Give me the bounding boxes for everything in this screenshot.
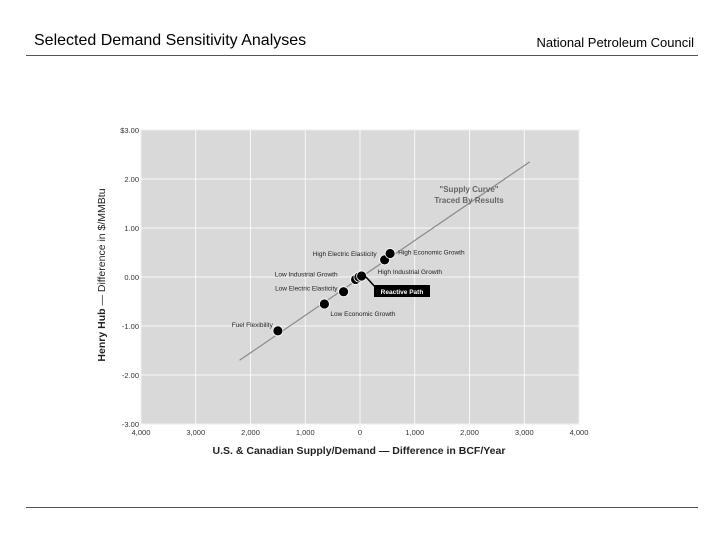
y-tick-label: -2.00	[122, 371, 139, 380]
tick-labels: 4,000 3,000 2,000 1,000 0 1,000 2,000 3,000 4,00…	[120, 126, 588, 437]
y-axis-label-bold: Henry Hub	[96, 308, 108, 361]
x-tick-label: 3,000	[515, 428, 534, 437]
x-tick-label: 2,000	[460, 428, 479, 437]
point-label: Fuel Flexibility	[232, 322, 274, 329]
x-axis-label: U.S. & Canadian Supply/Demand — Differen…	[213, 445, 506, 457]
y-tick-label: 1.00	[124, 224, 139, 233]
point-label: High Economic Growth	[398, 249, 465, 256]
supply-curve-annotation-line1: "Supply Curve"	[439, 185, 498, 194]
y-tick-label: 2.00	[124, 175, 139, 184]
supply-curve-annotation-line2: Traced By Results	[434, 196, 504, 205]
point-label: High Industrial Growth	[378, 269, 443, 276]
x-tick-label: 4,000	[132, 428, 151, 437]
data-points: Fuel Flexibility Low Economic Growth Low E…	[232, 248, 465, 337]
point-label: Low Economic Growth	[330, 311, 395, 318]
header-rule	[26, 55, 698, 56]
reactive-path-label: Reactive Path	[381, 289, 424, 296]
data-point	[356, 270, 368, 282]
footer-rule	[26, 507, 698, 508]
point-label: Low Industrial Growth	[275, 271, 338, 278]
y-axis-label-rest: — Difference in $/MMBtu	[96, 188, 108, 308]
x-tick-label: 1,000	[296, 428, 315, 437]
data-point	[272, 325, 284, 337]
point-label: Low Electric Elasticity	[275, 286, 338, 293]
x-tick-label: 1,000	[405, 428, 424, 437]
data-point	[338, 286, 349, 298]
x-tick-label: 2,000	[241, 428, 260, 437]
data-point	[319, 298, 330, 310]
data-point	[384, 248, 396, 259]
x-tick-label: 4,000	[570, 428, 589, 437]
y-tick-label: 0.00	[124, 273, 139, 282]
organization-name: National Petroleum Council	[536, 35, 694, 50]
y-tick-label: $3.00	[120, 126, 139, 135]
y-tick-label: -3.00	[122, 420, 139, 429]
point-label: High Electric Elasticity	[313, 251, 378, 258]
reactive-path-box	[374, 285, 430, 297]
x-tick-label: 0	[358, 428, 362, 437]
y-tick-label: -1.00	[122, 322, 139, 331]
y-axis-label: Henry Hub — Difference in $/MMBtu	[96, 188, 108, 361]
x-tick-label: 3,000	[186, 428, 205, 437]
slide-title: Selected Demand Sensitivity Analyses	[34, 32, 307, 49]
